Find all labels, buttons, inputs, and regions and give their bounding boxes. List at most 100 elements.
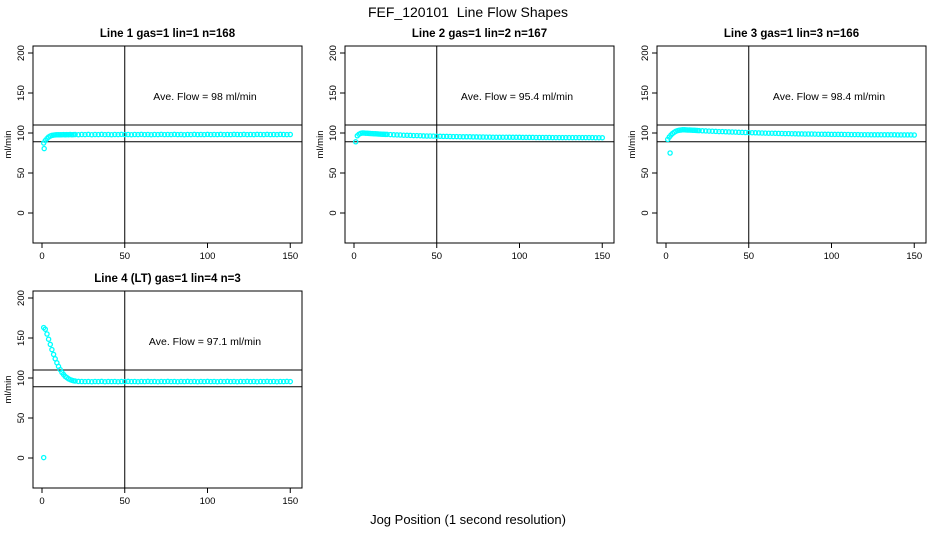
y-tick-label: 200 — [16, 45, 27, 61]
data-point — [171, 378, 178, 385]
x-axis: 0 50 100 150 — [663, 243, 922, 262]
data-point — [72, 131, 78, 138]
data-point — [214, 131, 221, 138]
data-point — [267, 131, 274, 138]
subplot-line-2: Line 2 gas=1 lin=2 n=167 0 50 100 150 0 50 100 1… — [312, 20, 624, 265]
y-tick-label: 200 — [16, 290, 27, 306]
data-point — [851, 131, 858, 138]
data-point — [825, 131, 831, 138]
data-point — [397, 132, 404, 138]
data-point — [188, 378, 194, 385]
y-tick-label: 50 — [328, 168, 339, 179]
data-point — [224, 378, 231, 385]
x-tick-label: 100 — [512, 251, 528, 262]
data-point — [510, 134, 516, 141]
data-point — [92, 378, 98, 385]
data-point — [191, 378, 198, 385]
data-point — [221, 131, 227, 138]
data-point — [78, 131, 85, 138]
x-tick-label: 100 — [824, 251, 840, 262]
y-tick-label: 150 — [640, 85, 651, 101]
data-point — [696, 127, 702, 134]
data-point — [729, 129, 735, 135]
data-point — [128, 131, 135, 138]
data-point — [772, 130, 778, 137]
data-point — [217, 131, 224, 138]
data-point — [45, 336, 52, 342]
data-points — [664, 127, 918, 156]
data-point — [98, 131, 105, 138]
data-point — [257, 378, 264, 385]
data-point — [407, 132, 414, 139]
data-point — [752, 130, 759, 136]
data-point — [868, 132, 874, 138]
data-point — [746, 129, 752, 136]
data-point — [204, 378, 211, 385]
data-point — [254, 378, 260, 385]
data-point — [765, 130, 772, 136]
data-point — [755, 130, 762, 136]
data-point — [749, 129, 755, 136]
data-point — [490, 134, 496, 140]
data-point — [736, 129, 742, 136]
data-point — [543, 134, 549, 141]
x-tick-label: 0 — [39, 251, 44, 262]
data-point — [92, 131, 98, 138]
x-tick-label: 100 — [200, 496, 216, 507]
data-point — [785, 130, 792, 137]
data-point — [437, 133, 443, 140]
data-point — [264, 131, 270, 138]
ave-flow-annotation: Ave. Flow = 97.1 ml/min — [149, 336, 261, 348]
data-point — [470, 134, 476, 140]
data-point — [188, 131, 194, 138]
data-point — [88, 131, 95, 138]
data-point — [270, 131, 277, 138]
data-point — [775, 130, 782, 137]
data-point — [506, 134, 513, 140]
data-point — [795, 131, 802, 137]
subplot-title: Line 1 gas=1 lin=1 n=168 — [100, 28, 236, 40]
data-point — [832, 131, 838, 138]
data-point — [125, 378, 131, 385]
data-point — [486, 134, 493, 140]
subplot-line-3-svg: Line 3 gas=1 lin=3 n=166 0 50 100 150 0 50 100 1… — [627, 28, 927, 262]
data-point — [171, 131, 178, 138]
plot-frame — [32, 290, 303, 489]
data-point — [699, 128, 706, 134]
plot-frame — [344, 45, 615, 244]
data-point — [586, 134, 592, 141]
data-point — [815, 131, 822, 137]
data-point — [151, 378, 158, 385]
data-point — [274, 378, 280, 385]
data-point — [88, 378, 95, 385]
data-point — [805, 131, 812, 137]
data-point — [194, 378, 201, 385]
ave-flow-annotation: Ave. Flow = 98.4 ml/min — [773, 91, 885, 103]
data-point — [533, 134, 539, 141]
plot-frame — [32, 45, 303, 244]
y-tick-label: 200 — [640, 45, 651, 61]
subplot-line-4: Line 4 (LT) gas=1 lin=4 n=3 0 50 100 150 0 50 1… — [0, 265, 312, 510]
data-point — [211, 378, 217, 385]
data-point — [49, 346, 55, 353]
data-point — [227, 378, 234, 385]
y-tick-label: 100 — [16, 370, 27, 386]
data-point — [78, 378, 85, 385]
data-point — [384, 131, 390, 138]
data-point — [414, 132, 420, 139]
data-point — [261, 131, 267, 138]
subplot-title: Line 2 gas=1 lin=2 n=167 — [412, 28, 547, 40]
data-point — [453, 133, 460, 140]
data-point — [184, 378, 191, 385]
y-axis: 0 50 100 150 200 — [640, 45, 657, 216]
data-point — [211, 131, 217, 138]
data-point — [280, 131, 287, 138]
data-point — [563, 134, 569, 141]
data-point — [566, 134, 572, 141]
data-point — [277, 378, 284, 385]
data-point — [835, 131, 841, 138]
data-point — [85, 378, 92, 385]
y-tick-label: 100 — [16, 125, 27, 141]
data-point — [812, 131, 818, 137]
data-point — [798, 131, 805, 137]
